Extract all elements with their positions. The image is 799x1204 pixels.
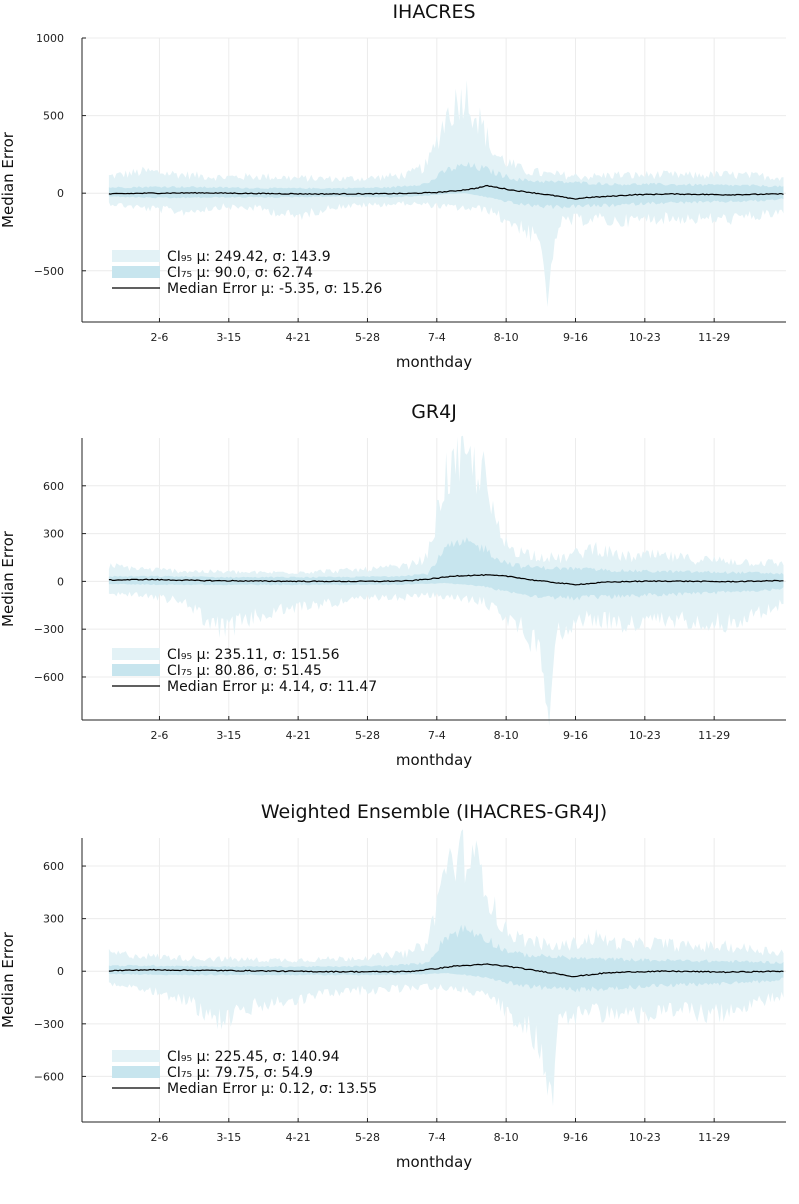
y-tick-label: −300 — [34, 623, 64, 636]
x-tick-label: 4-21 — [286, 729, 311, 742]
ci75-band — [108, 924, 784, 993]
x-tick-label: 4-21 — [286, 1131, 311, 1144]
x-tick-label: 9-16 — [563, 729, 588, 742]
chart-title: Weighted Ensemble (IHACRES-GR4J) — [261, 801, 607, 823]
y-tick-label: 0 — [57, 575, 64, 588]
x-tick-label: 7-4 — [428, 1131, 446, 1144]
legend-label: Median Error μ: 0.12, σ: 13.55 — [167, 1081, 377, 1097]
x-tick-label: 2-6 — [150, 1131, 168, 1144]
legend-label: CI₉₅ μ: 235.11, σ: 151.56 — [167, 647, 340, 663]
y-tick-label: −600 — [34, 1070, 64, 1083]
y-tick-label: −300 — [34, 1018, 64, 1031]
median-error-line — [108, 963, 784, 978]
legend-label: Median Error μ: -5.35, σ: 15.26 — [167, 281, 382, 297]
y-tick-label: 300 — [43, 913, 64, 926]
x-tick-label: 11-29 — [698, 729, 730, 742]
x-tick-label: 5-28 — [355, 729, 380, 742]
y-tick-label: −600 — [34, 671, 64, 684]
chart-panel-1: 2-6 3-15 4-21 5-28 7-4 8-10 9-16 10-23 11-29 1000… — [0, 1, 786, 371]
x-tick-label: 3-15 — [216, 729, 241, 742]
ci75-band — [108, 537, 784, 601]
y-tick-label: 0 — [57, 965, 64, 978]
x-tick-label: 11-29 — [698, 331, 730, 344]
y-axis-label: Median Error — [0, 131, 17, 228]
y-tick-label: 600 — [43, 480, 64, 493]
x-axis-label: monthday — [396, 751, 472, 769]
legend-label: CI₇₅ μ: 90.0, σ: 62.74 — [167, 265, 313, 281]
x-tick-label: 5-28 — [355, 331, 380, 344]
legend-swatch-ci75 — [112, 1066, 160, 1078]
y-tick-label: 1000 — [36, 32, 64, 45]
legend-label: CI₇₅ μ: 80.86, σ: 51.45 — [167, 663, 322, 679]
x-tick-label: 2-6 — [150, 331, 168, 344]
x-axis-label: monthday — [396, 1153, 472, 1171]
y-axis-label: Median Error — [0, 931, 17, 1028]
legend-label: CI₉₅ μ: 249.42, σ: 143.9 — [167, 249, 331, 265]
x-tick-label: 5-28 — [355, 1131, 380, 1144]
legend-swatch-ci95 — [112, 648, 160, 660]
y-tick-label: 600 — [43, 860, 64, 873]
legend-label: CI₉₅ μ: 225.45, σ: 140.94 — [167, 1049, 340, 1065]
legend-label: CI₇₅ μ: 79.75, σ: 54.9 — [167, 1065, 313, 1081]
x-tick-label: 2-6 — [150, 729, 168, 742]
x-tick-label: 10-23 — [629, 729, 661, 742]
legend-swatch-ci75 — [112, 266, 160, 278]
legend-swatch-ci95 — [112, 250, 160, 262]
x-tick-label: 11-29 — [698, 1131, 730, 1144]
x-tick-label: 7-4 — [428, 331, 446, 344]
x-tick-label: 10-23 — [629, 331, 661, 344]
x-tick-label: 10-23 — [629, 1131, 661, 1144]
x-tick-label: 7-4 — [428, 729, 446, 742]
y-axis-label: Median Error — [0, 530, 17, 627]
legend-label: Median Error μ: 4.14, σ: 11.47 — [167, 679, 377, 695]
legend-swatch-ci95 — [112, 1050, 160, 1062]
x-tick-label: 9-16 — [563, 331, 588, 344]
y-tick-label: 500 — [43, 110, 64, 123]
ci75-band — [108, 161, 784, 210]
x-tick-label: 3-15 — [216, 331, 241, 344]
x-tick-label: 3-15 — [216, 1131, 241, 1144]
y-tick-label: 300 — [43, 528, 64, 541]
chart-panel-3: 2-6 3-15 4-21 5-28 7-4 8-10 9-16 10-23 11-29 600 3… — [0, 801, 786, 1171]
chart-title: IHACRES — [392, 1, 475, 23]
x-tick-label: 8-10 — [494, 331, 519, 344]
chart-panel-2: 2-6 3-15 4-21 5-28 7-4 8-10 9-16 10-23 11-29 600 3… — [0, 401, 786, 769]
legend-swatch-ci75 — [112, 664, 160, 676]
median-error-line — [108, 184, 784, 200]
y-tick-label: −500 — [34, 265, 64, 278]
x-tick-label: 8-10 — [494, 729, 519, 742]
x-tick-label: 8-10 — [494, 1131, 519, 1144]
median-error-line — [108, 573, 784, 586]
x-tick-label: 9-16 — [563, 1131, 588, 1144]
y-tick-label: 0 — [57, 187, 64, 200]
x-tick-label: 4-21 — [286, 331, 311, 344]
chart-title: GR4J — [411, 401, 457, 423]
x-axis-label: monthday — [396, 353, 472, 371]
